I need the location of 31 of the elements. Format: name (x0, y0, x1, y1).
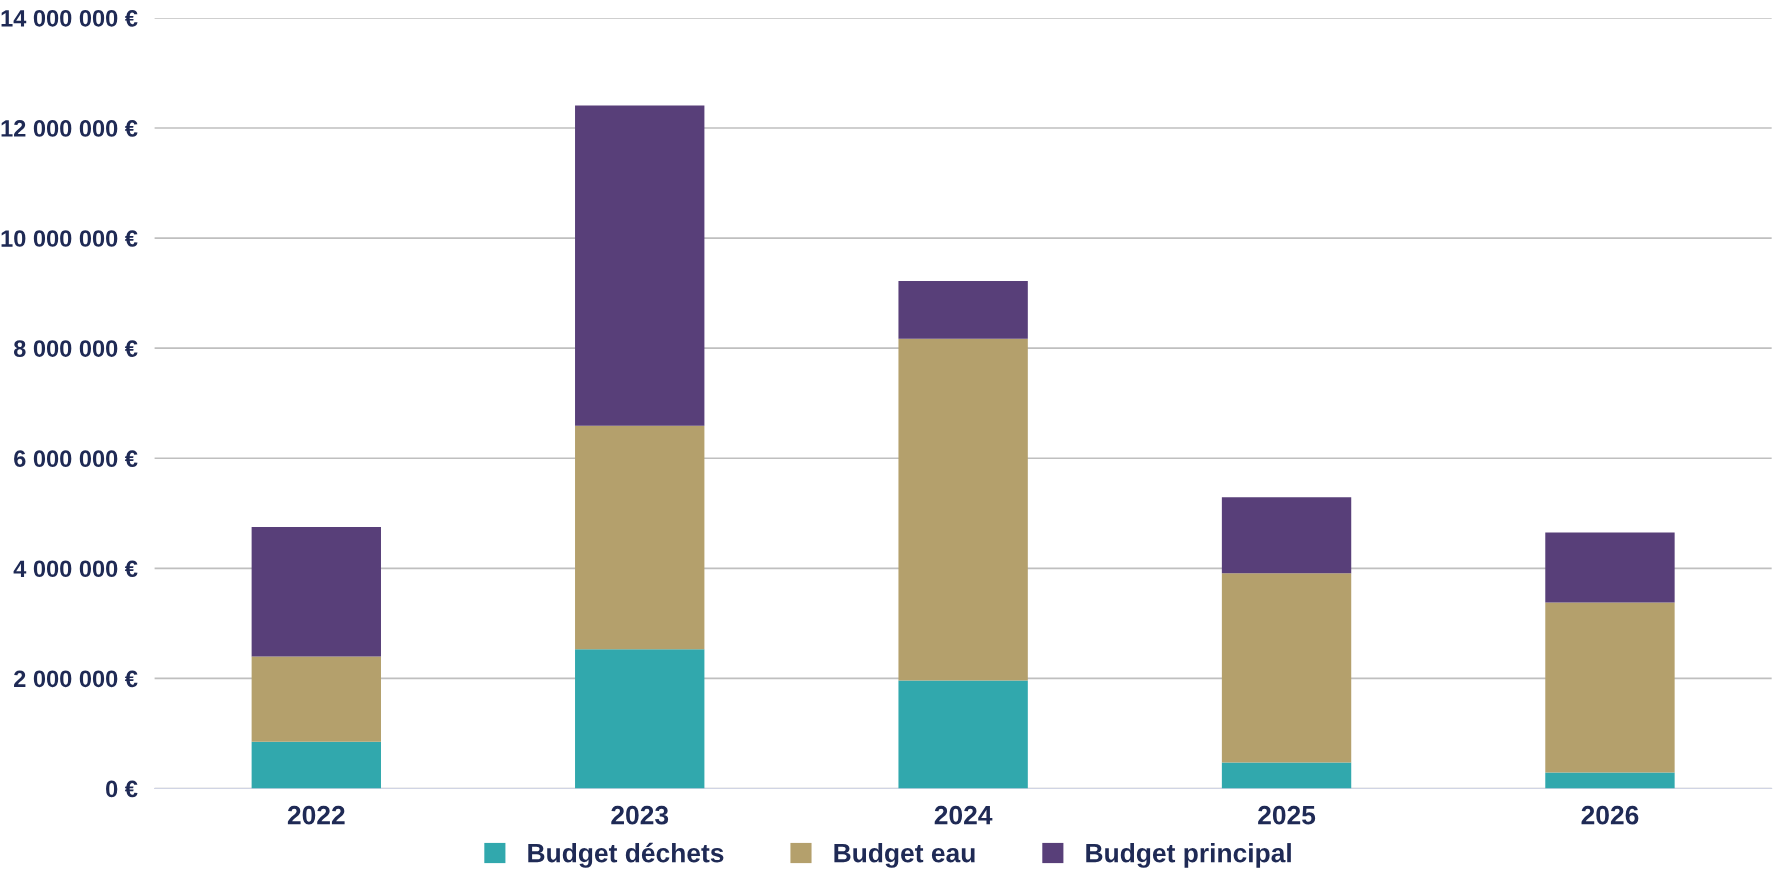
bar (251, 656, 381, 742)
bar (1545, 602, 1675, 773)
bar (251, 741, 381, 789)
bar (1545, 772, 1675, 789)
x-tick-label: 2022 (287, 805, 345, 825)
bar (575, 649, 705, 789)
y-tick-label: 6 000 000 € (14, 450, 138, 468)
legend-label: Budget eau (834, 843, 975, 868)
y-tick-label: 8 000 000 € (13, 340, 138, 357)
x-tick-label: 2026 (1581, 805, 1639, 825)
bar (898, 680, 1028, 789)
bar (1221, 573, 1352, 763)
bar (575, 425, 705, 650)
bar (1221, 497, 1352, 574)
x-tick-label: 2023 (611, 805, 669, 825)
x-tick-label: 2025 (1258, 805, 1316, 825)
bar (575, 105, 705, 426)
bar (251, 527, 381, 657)
y-tick-label: 10 000 000 € (1, 230, 138, 247)
y-tick-label: 0 € (106, 780, 138, 798)
y-tick-label: 12 000 000 € (1, 120, 138, 137)
bar (1221, 762, 1352, 789)
bar (1545, 532, 1675, 603)
bar (898, 338, 1028, 681)
y-tick-label: 2 000 000 € (14, 670, 138, 688)
x-tick-label: 2024 (934, 805, 993, 825)
y-tick-label: 4 000 000 € (13, 560, 138, 578)
y-tick-label: 14 000 000 € (1, 9, 138, 27)
bar (898, 281, 1028, 339)
legend-label: Budget déchets (528, 842, 724, 868)
legend-label: Budget principal (1086, 843, 1291, 868)
